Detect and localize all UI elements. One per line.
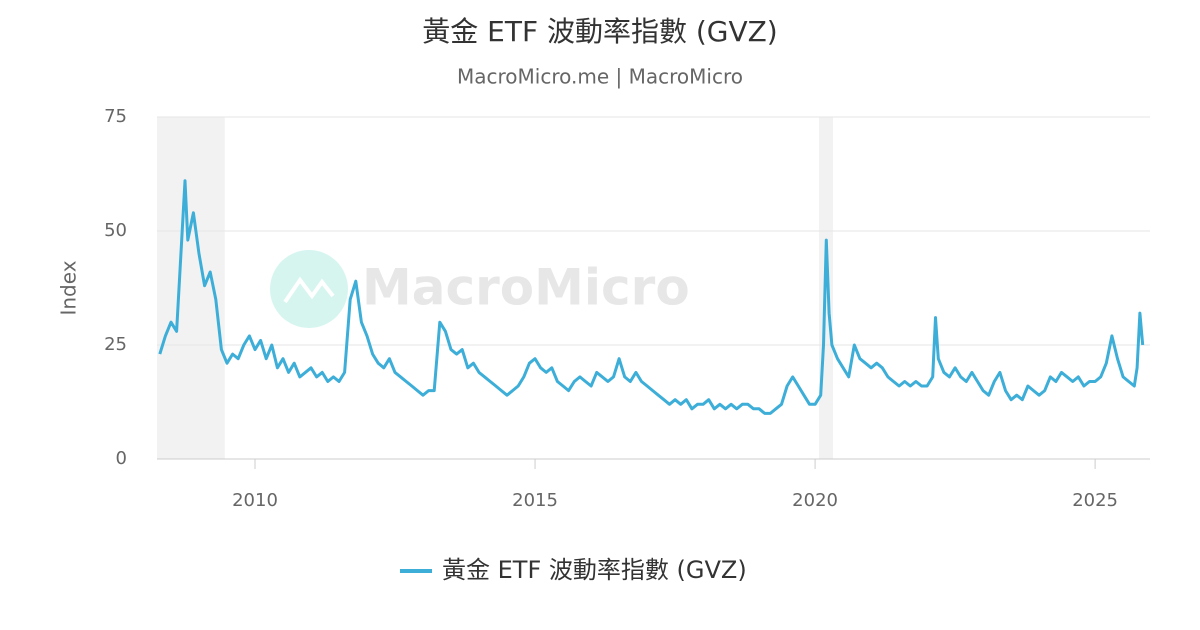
x-tick-label: 2025 bbox=[1072, 490, 1118, 511]
y-axis-label: Index bbox=[57, 260, 81, 315]
y-tick-label: 50 bbox=[104, 220, 127, 241]
x-tick-label: 2010 bbox=[232, 490, 278, 511]
legend-label: 黃金 ETF 波動率指數 (GVZ) bbox=[442, 556, 747, 584]
x-tick-label: 2015 bbox=[512, 490, 558, 511]
watermark-logo bbox=[270, 250, 348, 328]
chart-subtitle: MacroMicro.me | MacroMicro bbox=[457, 65, 743, 89]
x-tick-label: 2020 bbox=[792, 490, 838, 511]
y-tick-label: 75 bbox=[104, 106, 127, 127]
y-tick-label: 25 bbox=[104, 334, 127, 355]
chart-title: 黃金 ETF 波動率指數 (GVZ) bbox=[422, 15, 777, 48]
y-tick-label: 0 bbox=[116, 448, 127, 469]
line-series bbox=[158, 179, 1145, 415]
watermark: MacroMicro bbox=[362, 259, 690, 317]
